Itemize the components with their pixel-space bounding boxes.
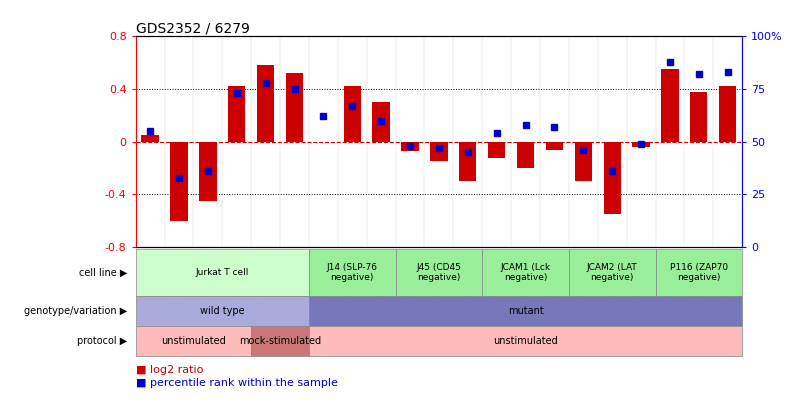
Bar — [430, 142, 448, 162]
Bar — [309, 296, 742, 326]
Bar — [251, 326, 309, 356]
Bar — [459, 142, 476, 181]
Bar — [662, 69, 678, 142]
Bar — [136, 296, 309, 326]
Text: mutant: mutant — [508, 306, 543, 316]
Text: mock-stimulated: mock-stimulated — [239, 336, 321, 346]
Bar — [141, 135, 159, 142]
Bar — [569, 249, 655, 296]
Bar — [575, 142, 592, 181]
Text: cell line ▶: cell line ▶ — [79, 267, 128, 277]
Bar — [200, 142, 216, 201]
Bar — [309, 326, 742, 356]
Bar — [257, 66, 275, 142]
Bar — [632, 142, 650, 147]
Bar — [655, 249, 742, 296]
Text: unstimulated: unstimulated — [493, 336, 558, 346]
Text: GDS2352 / 6279: GDS2352 / 6279 — [136, 21, 250, 35]
Bar — [603, 142, 621, 214]
Text: JCAM2 (LAT
negative): JCAM2 (LAT negative) — [587, 263, 638, 282]
Bar — [482, 249, 569, 296]
Text: ■ percentile rank within the sample: ■ percentile rank within the sample — [136, 378, 338, 388]
Text: J45 (CD45
negative): J45 (CD45 negative) — [417, 263, 461, 282]
Text: unstimulated: unstimulated — [161, 336, 226, 346]
Bar — [396, 249, 482, 296]
Bar — [488, 142, 505, 158]
Bar — [309, 249, 396, 296]
Text: protocol ▶: protocol ▶ — [77, 336, 128, 346]
Bar — [136, 326, 251, 356]
Text: JCAM1 (Lck
negative): JCAM1 (Lck negative) — [500, 263, 551, 282]
Bar — [517, 142, 534, 168]
Text: genotype/variation ▶: genotype/variation ▶ — [25, 306, 128, 316]
Bar — [136, 249, 309, 296]
Bar — [401, 142, 419, 151]
Text: P116 (ZAP70
negative): P116 (ZAP70 negative) — [670, 263, 728, 282]
Bar — [170, 142, 188, 221]
Bar — [546, 142, 563, 150]
Bar — [228, 86, 246, 142]
Text: J14 (SLP-76
negative): J14 (SLP-76 negative) — [326, 263, 377, 282]
Text: ■ log2 ratio: ■ log2 ratio — [136, 365, 203, 375]
Bar — [286, 73, 303, 142]
Text: wild type: wild type — [200, 306, 245, 316]
Text: Jurkat T cell: Jurkat T cell — [196, 268, 249, 277]
Bar — [719, 86, 737, 142]
Bar — [373, 102, 389, 142]
Bar — [344, 86, 361, 142]
Bar — [690, 92, 708, 142]
